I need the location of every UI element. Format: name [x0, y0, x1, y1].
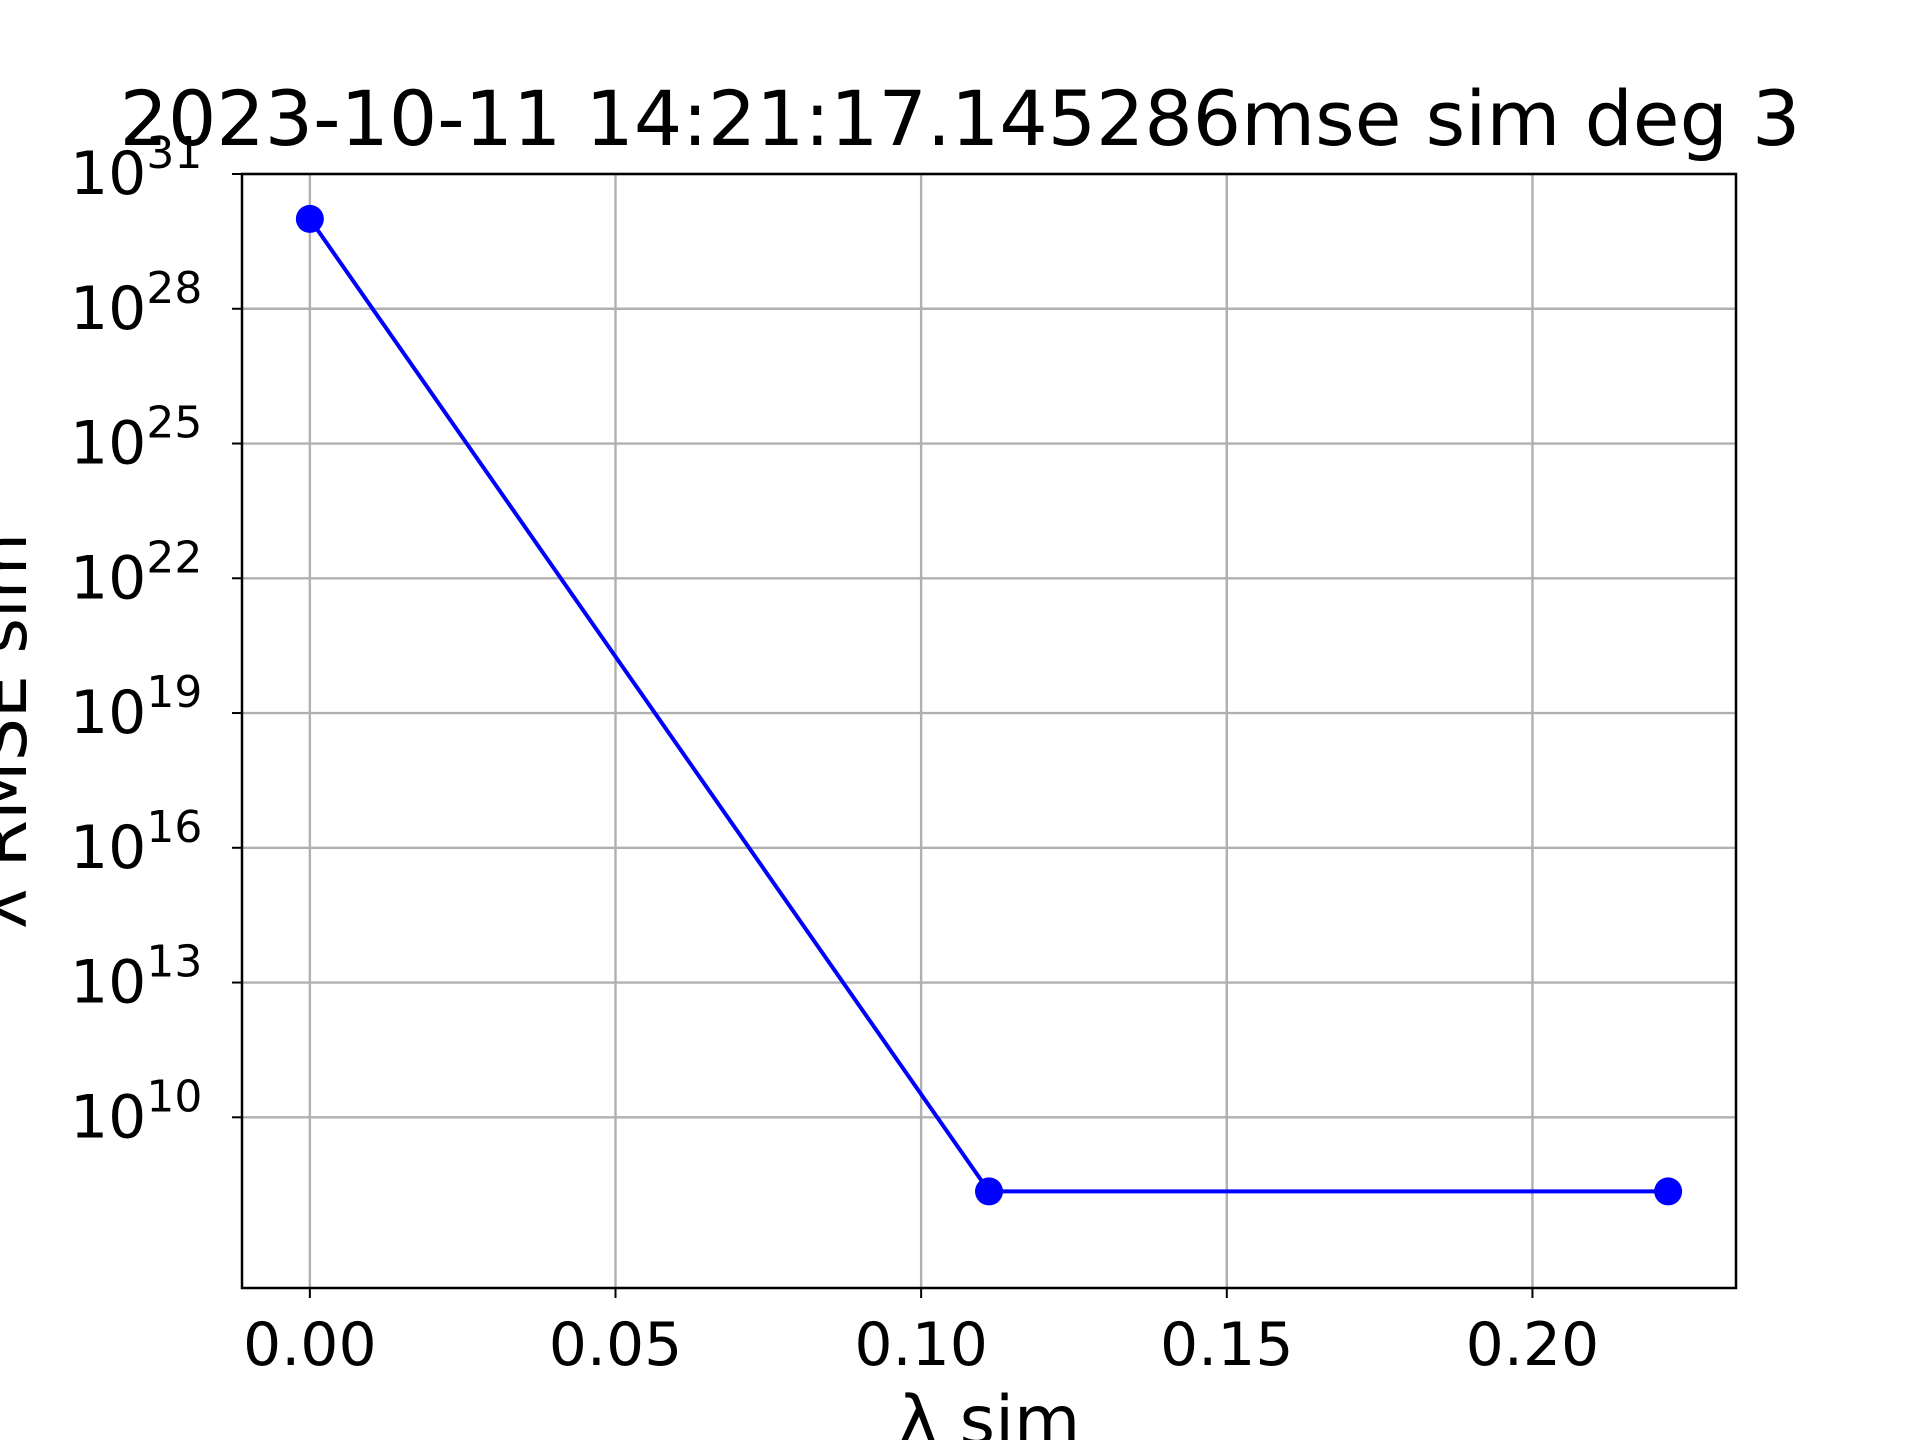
y-tick-label: 1016	[70, 802, 202, 883]
x-axis-label: λ sim	[898, 1382, 1080, 1440]
x-tick-label: 0.20	[1466, 1310, 1600, 1380]
grid	[242, 172, 1736, 1288]
data-point	[295, 204, 324, 233]
data-point	[975, 1177, 1003, 1206]
series-line	[308, 217, 1669, 1194]
y-tick-label: 1010	[70, 1071, 202, 1152]
y-tick-label: 1031	[70, 128, 202, 209]
x-tick-label: 0.05	[549, 1310, 683, 1380]
data-point	[1654, 1177, 1683, 1206]
x-tick-label: 0.15	[1160, 1310, 1294, 1380]
y-tick-label: 1013	[70, 937, 202, 1018]
y-tick-label: 1028	[70, 263, 202, 344]
y-axis-ticks: 1010 1013 1016 1019 1022 1025 1028 1031	[70, 128, 242, 1152]
chart-title: 2023-10-11 14:21:17.145286mse sim deg 3	[120, 74, 1801, 163]
y-tick-label: 1022	[70, 532, 202, 613]
x-tick-label: 0.00	[243, 1310, 377, 1380]
y-tick-label: 1025	[70, 398, 202, 479]
x-tick-label: 0.10	[854, 1310, 988, 1380]
x-axis-ticks: 0.00 0.05 0.10 0.15 0.20	[243, 1288, 1599, 1380]
y-axis-label: λ RMSE sim	[0, 533, 43, 929]
y-tick-label: 1019	[70, 667, 202, 748]
plot-frame	[240, 172, 1738, 1290]
series-group	[295, 204, 1683, 1206]
